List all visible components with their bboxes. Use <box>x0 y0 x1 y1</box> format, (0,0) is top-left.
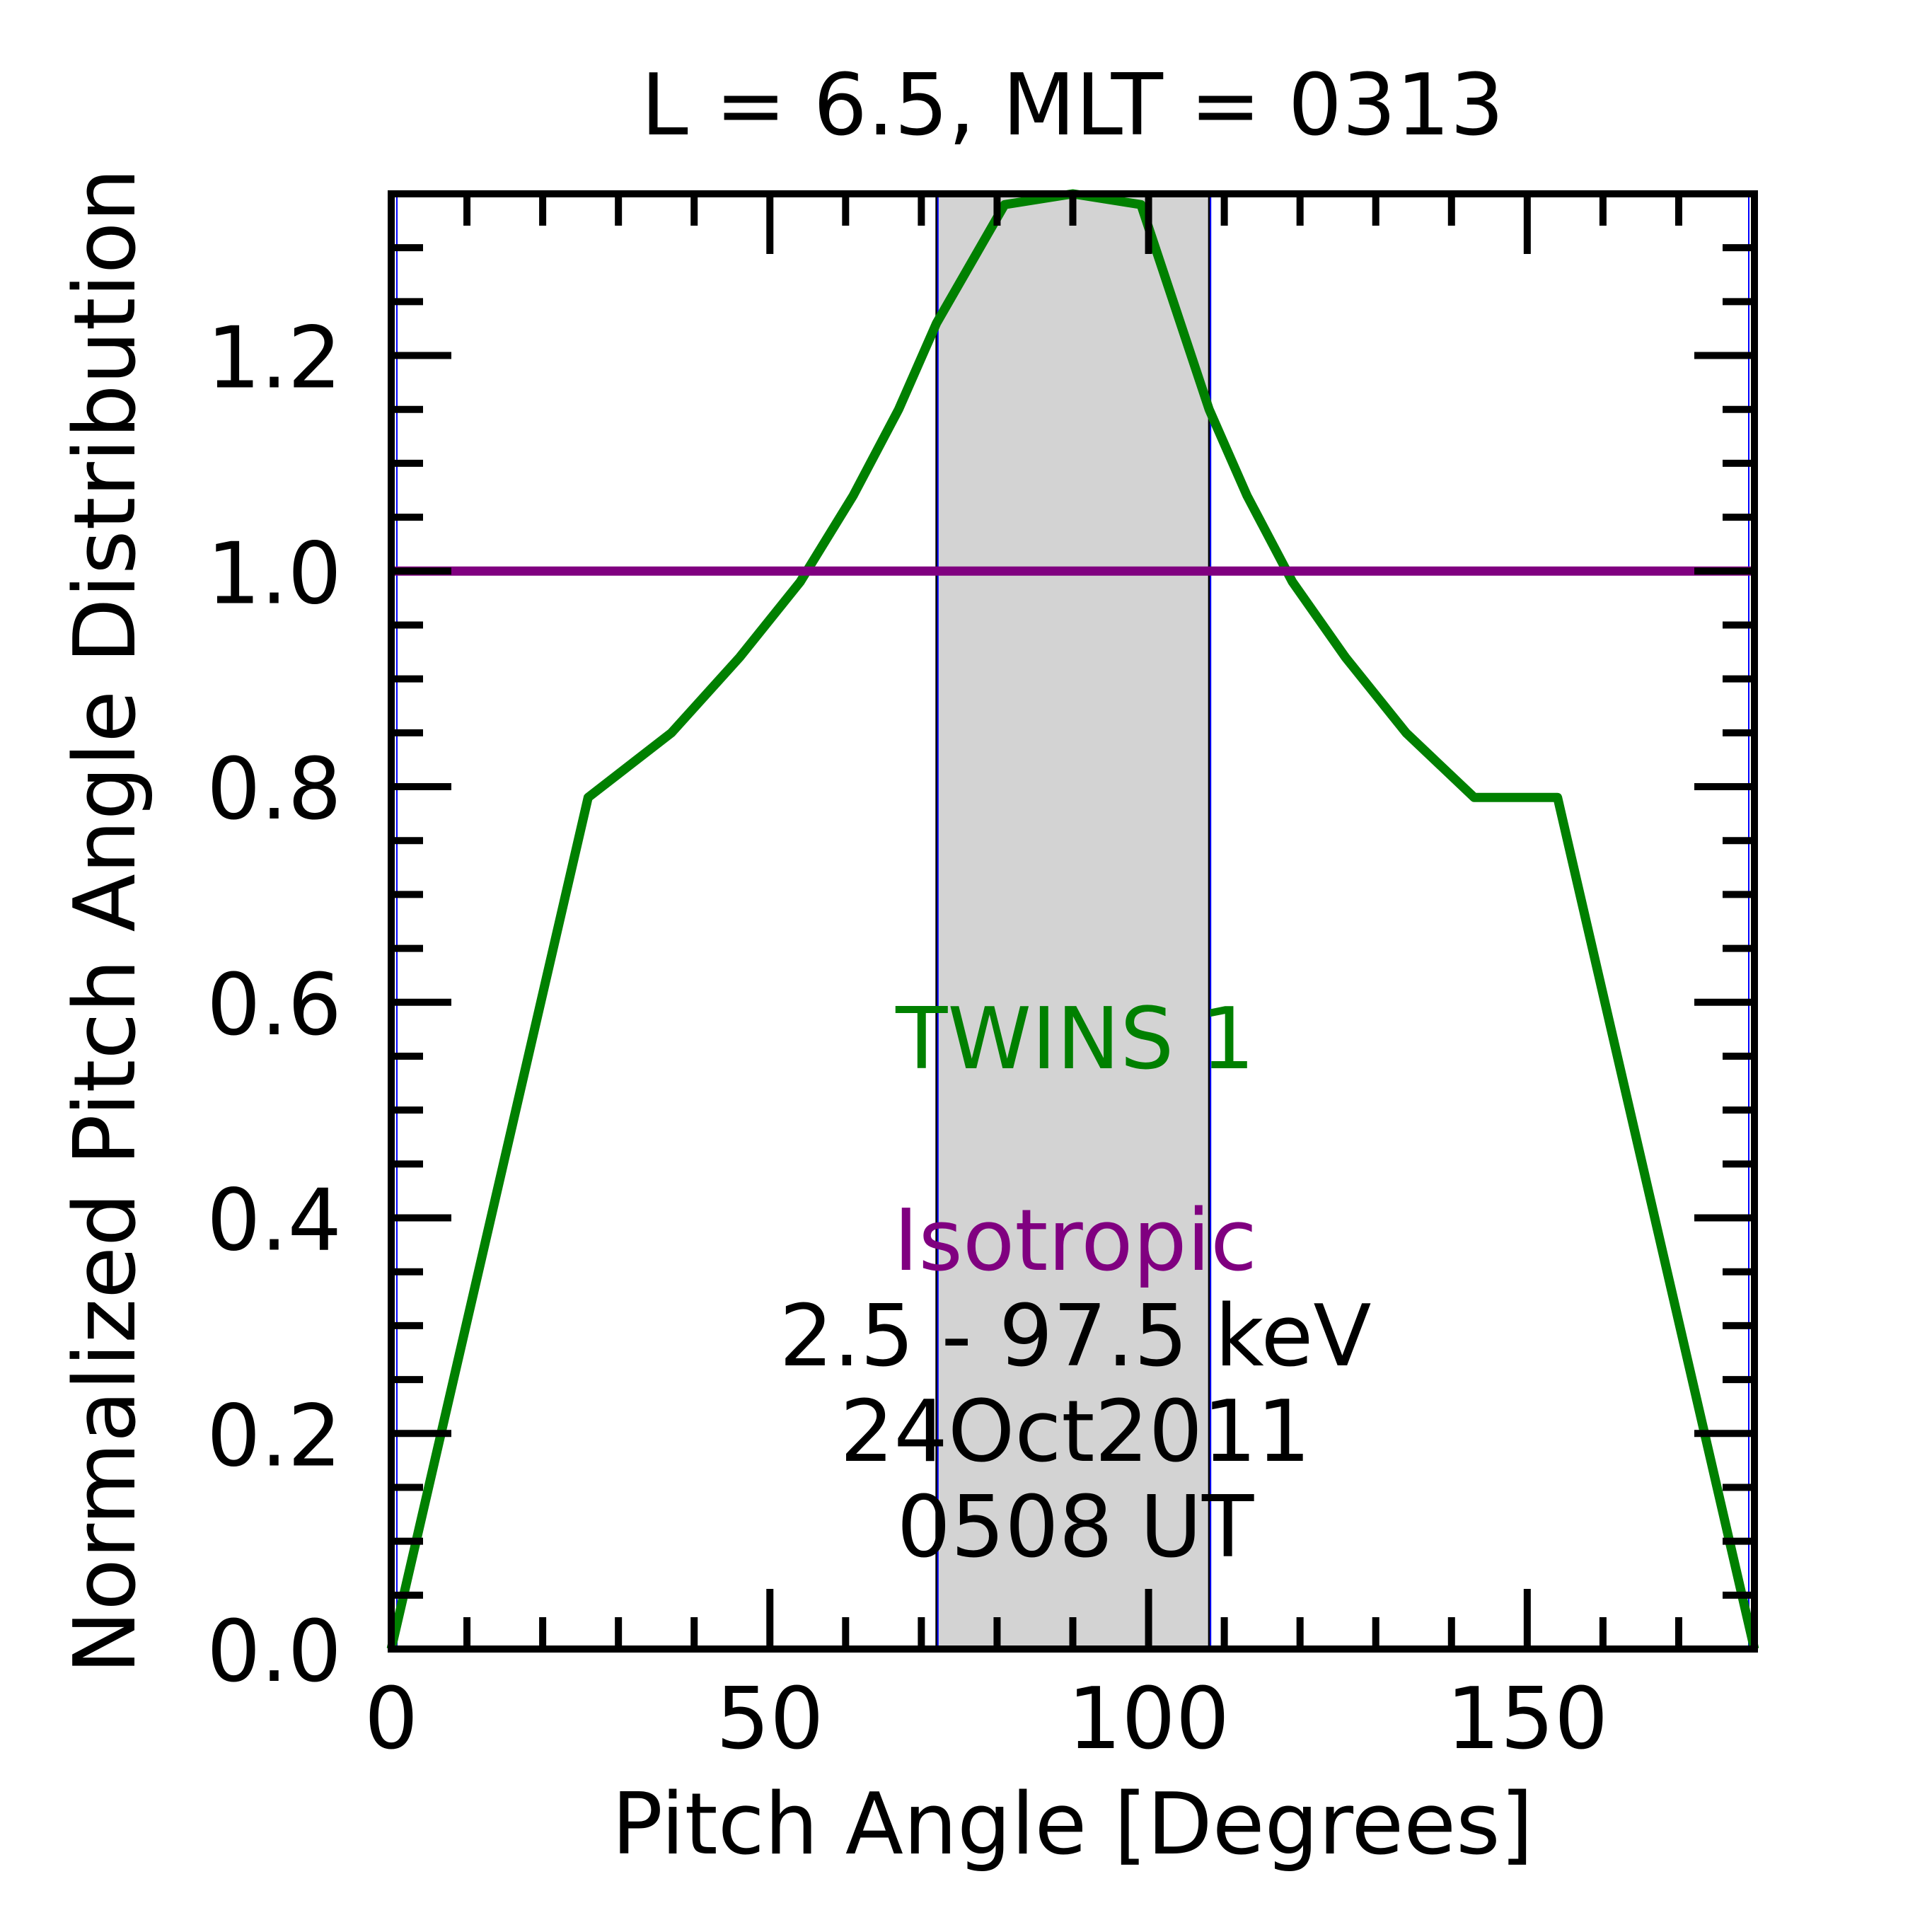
annotation-time: 0508 UT <box>897 1479 1254 1577</box>
shaded-band <box>936 194 1210 1649</box>
x-tick-label: 100 <box>1068 1670 1230 1769</box>
plot-frame <box>388 190 1758 1653</box>
x-tick-label: 50 <box>716 1670 824 1769</box>
y-tick-label: 0.0 <box>207 1603 342 1701</box>
y-tick-label: 1.2 <box>207 310 342 408</box>
x-tick-label: 0 <box>364 1670 418 1769</box>
y-tick-label: 0.4 <box>207 1172 342 1271</box>
annotation-twins-label: TWINS 1 <box>895 990 1255 1089</box>
y-tick-label: 1.0 <box>207 525 342 623</box>
annotation-energy-range: 2.5 - 97.5 keV <box>780 1288 1372 1386</box>
y-tick-label: 0.2 <box>207 1387 342 1486</box>
annotation-date: 24Oct2011 <box>840 1383 1311 1481</box>
x-tick-label: 150 <box>1446 1670 1608 1769</box>
y-tick-label: 0.6 <box>207 956 342 1055</box>
x-axis-label: Pitch Angle [Degrees] <box>612 1776 1534 1874</box>
annotation-isotropic-label: Isotropic <box>893 1192 1257 1290</box>
chart-title: L = 6.5, MLT = 0313 <box>641 57 1504 155</box>
y-tick-label: 0.8 <box>207 741 342 839</box>
y-axis-label: Normalized Pitch Angle Distribution <box>57 168 155 1674</box>
